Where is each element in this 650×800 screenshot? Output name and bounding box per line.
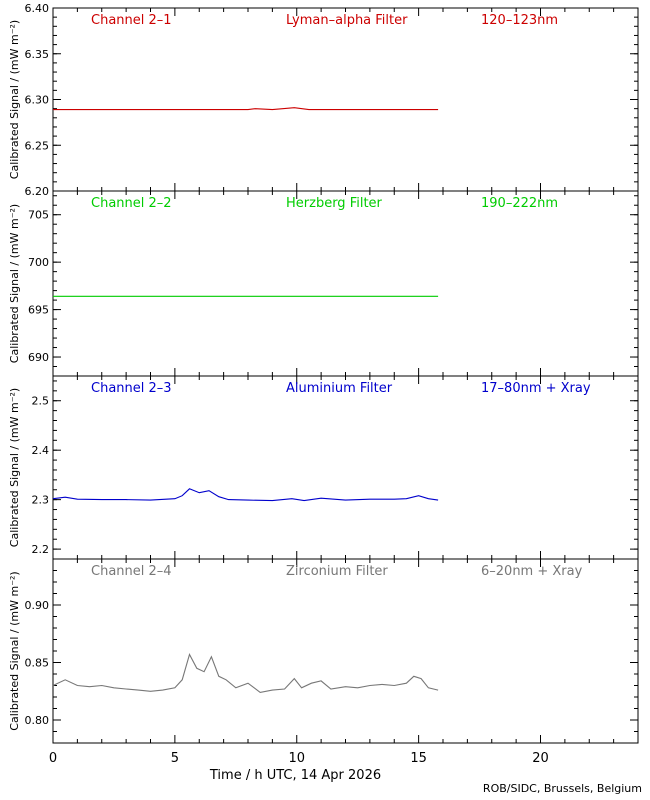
y-tick-label: 6.25	[25, 139, 50, 152]
credit-text: ROB/SIDC, Brussels, Belgium	[483, 782, 642, 795]
x-tick-label: 10	[288, 751, 305, 766]
y-axis-label: Calibrated Signal / (mW m⁻²)	[8, 388, 21, 547]
y-tick-label: 2.4	[32, 444, 50, 457]
y-tick-label: 0.80	[25, 714, 50, 727]
y-tick-label: 0.85	[25, 657, 50, 670]
y-axis-label: Calibrated Signal / (mW m⁻²)	[8, 204, 21, 363]
band-label: 17–80nm + Xray	[481, 381, 591, 396]
band-label: 190–222nm	[481, 196, 558, 211]
y-tick-label: 6.35	[25, 48, 50, 61]
channel-label: Channel 2–4	[91, 564, 172, 579]
panel-frame	[52, 375, 639, 560]
y-axis-label: Calibrated Signal / (mW m⁻²)	[8, 20, 21, 179]
series-line-3	[52, 488, 439, 502]
channel-label: Channel 2–1	[91, 13, 172, 28]
y-tick-label: 2.2	[32, 543, 50, 556]
filter-label: Zirconium Filter	[286, 564, 388, 579]
series-line-4	[52, 653, 439, 693]
panel-frame	[52, 190, 639, 377]
x-axis-label: Time / h UTC, 14 Apr 2026	[209, 768, 381, 783]
y-tick-label: 695	[28, 304, 49, 317]
x-tick-label: 15	[410, 751, 427, 766]
filter-label: Herzberg Filter	[286, 196, 383, 211]
channel-label: Channel 2–3	[91, 381, 172, 396]
band-label: 120–123nm	[481, 13, 558, 28]
y-axis-label: Calibrated Signal / (mW m⁻²)	[8, 571, 21, 730]
x-tick-label: 20	[532, 751, 549, 766]
x-tick-label: 5	[171, 751, 179, 766]
y-tick-label: 700	[28, 256, 49, 269]
band-label: 6–20nm + Xray	[481, 564, 583, 579]
y-tick-label: 2.3	[32, 494, 50, 507]
y-tick-label: 0.90	[25, 599, 50, 612]
y-tick-label: 6.40	[25, 2, 50, 15]
x-tick-label: 0	[49, 751, 57, 766]
series-line-1	[53, 107, 439, 111]
y-tick-label: 6.30	[25, 94, 50, 107]
y-tick-label: 705	[28, 209, 49, 222]
filter-label: Lyman–alpha Filter	[286, 13, 408, 28]
y-tick-label: 690	[28, 351, 49, 364]
filter-label: Aluminium Filter	[286, 381, 393, 396]
y-tick-label: 2.5	[32, 395, 50, 408]
channel-label: Channel 2–2	[91, 196, 172, 211]
panel-frame	[52, 558, 639, 744]
y-tick-label: 6.20	[25, 185, 50, 198]
panel-frame	[52, 7, 639, 192]
